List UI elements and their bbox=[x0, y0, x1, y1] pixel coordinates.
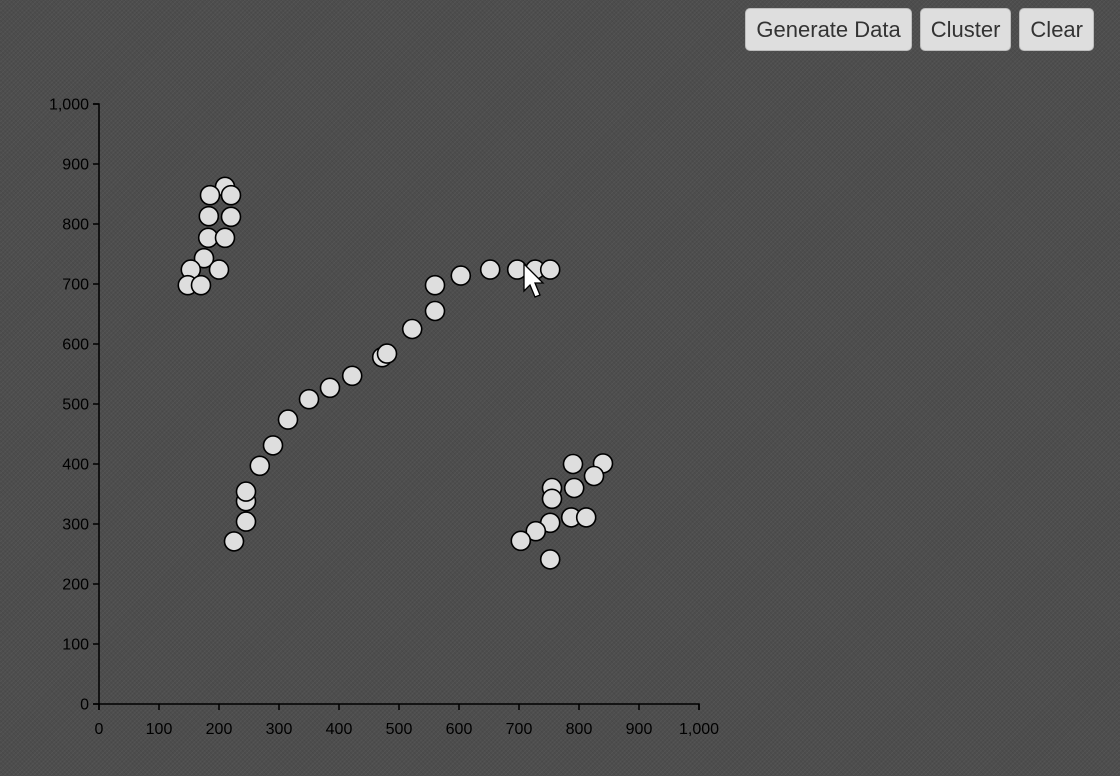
x-tick-label: 900 bbox=[626, 721, 653, 738]
scatter-point[interactable] bbox=[190, 274, 212, 296]
scatter-point[interactable] bbox=[539, 549, 561, 570]
scatter-point[interactable] bbox=[401, 318, 423, 340]
x-tick-label: 100 bbox=[146, 721, 173, 738]
scatter-point[interactable] bbox=[510, 530, 532, 552]
x-tick-label: 600 bbox=[446, 721, 473, 738]
y-tick-label: 600 bbox=[62, 337, 89, 354]
cluster-button[interactable]: Cluster bbox=[919, 8, 1012, 51]
x-tick-label: 500 bbox=[386, 721, 413, 738]
y-tick-label: 300 bbox=[62, 517, 89, 534]
scatter-point[interactable] bbox=[575, 507, 597, 528]
scatter-point[interactable] bbox=[563, 477, 585, 499]
scatter-points bbox=[177, 176, 614, 570]
scatter-point[interactable] bbox=[479, 259, 501, 280]
scatter-point[interactable] bbox=[277, 409, 299, 430]
scatter-point[interactable] bbox=[198, 205, 220, 227]
scatter-point[interactable] bbox=[562, 453, 584, 475]
x-tick-label: 300 bbox=[266, 721, 293, 738]
y-tick-label: 1,000 bbox=[49, 97, 89, 114]
scatter-point[interactable] bbox=[220, 184, 242, 206]
scatter-point[interactable] bbox=[341, 365, 363, 387]
scatter-point[interactable] bbox=[424, 300, 446, 322]
scatter-point[interactable] bbox=[298, 388, 320, 410]
scatter-point[interactable] bbox=[424, 274, 446, 296]
scatter-point[interactable] bbox=[319, 377, 341, 399]
clear-button[interactable]: Clear bbox=[1019, 8, 1094, 51]
toolbar: Generate Data Cluster Clear bbox=[745, 8, 1094, 51]
x-tick-label: 400 bbox=[326, 721, 353, 738]
y-tick-label: 0 bbox=[80, 697, 89, 714]
x-tick-label: 700 bbox=[506, 721, 533, 738]
scatter-point[interactable] bbox=[193, 247, 215, 269]
x-tick-label: 0 bbox=[95, 721, 104, 738]
x-tick-label: 200 bbox=[206, 721, 233, 738]
scatter-point[interactable] bbox=[583, 465, 605, 487]
scatter-point[interactable] bbox=[376, 343, 398, 364]
y-tick-label: 700 bbox=[62, 277, 89, 294]
scatter-point[interactable] bbox=[220, 206, 242, 228]
x-tick-label: 800 bbox=[566, 721, 593, 738]
axes: 0 100 200 300 400 500 600 700 800 900 1,000 0 100 200… bbox=[49, 97, 719, 739]
scatter-point[interactable] bbox=[525, 520, 547, 542]
scatter-point[interactable] bbox=[199, 184, 221, 206]
scatter-point[interactable] bbox=[235, 481, 257, 502]
y-tick-label: 100 bbox=[62, 637, 89, 654]
y-tick-label: 200 bbox=[62, 577, 89, 594]
y-tick-label: 900 bbox=[62, 157, 89, 174]
scatter-point[interactable] bbox=[235, 511, 257, 532]
scatter-point[interactable] bbox=[539, 259, 561, 280]
scatter-point[interactable] bbox=[223, 531, 245, 552]
scatter-point[interactable] bbox=[541, 488, 563, 510]
scatter-point[interactable] bbox=[208, 259, 230, 280]
y-tick-label: 500 bbox=[62, 397, 89, 414]
x-tick-label: 1,000 bbox=[679, 721, 719, 738]
mouse-pointer-icon bbox=[523, 262, 545, 298]
scatter-point[interactable] bbox=[450, 265, 472, 286]
generate-data-button[interactable]: Generate Data bbox=[745, 8, 912, 51]
scatter-point[interactable] bbox=[249, 455, 271, 477]
y-tick-label: 400 bbox=[62, 457, 89, 474]
scatter-point[interactable] bbox=[262, 435, 284, 456]
scatter-point[interactable] bbox=[214, 227, 236, 249]
y-tick-label: 800 bbox=[62, 217, 89, 234]
